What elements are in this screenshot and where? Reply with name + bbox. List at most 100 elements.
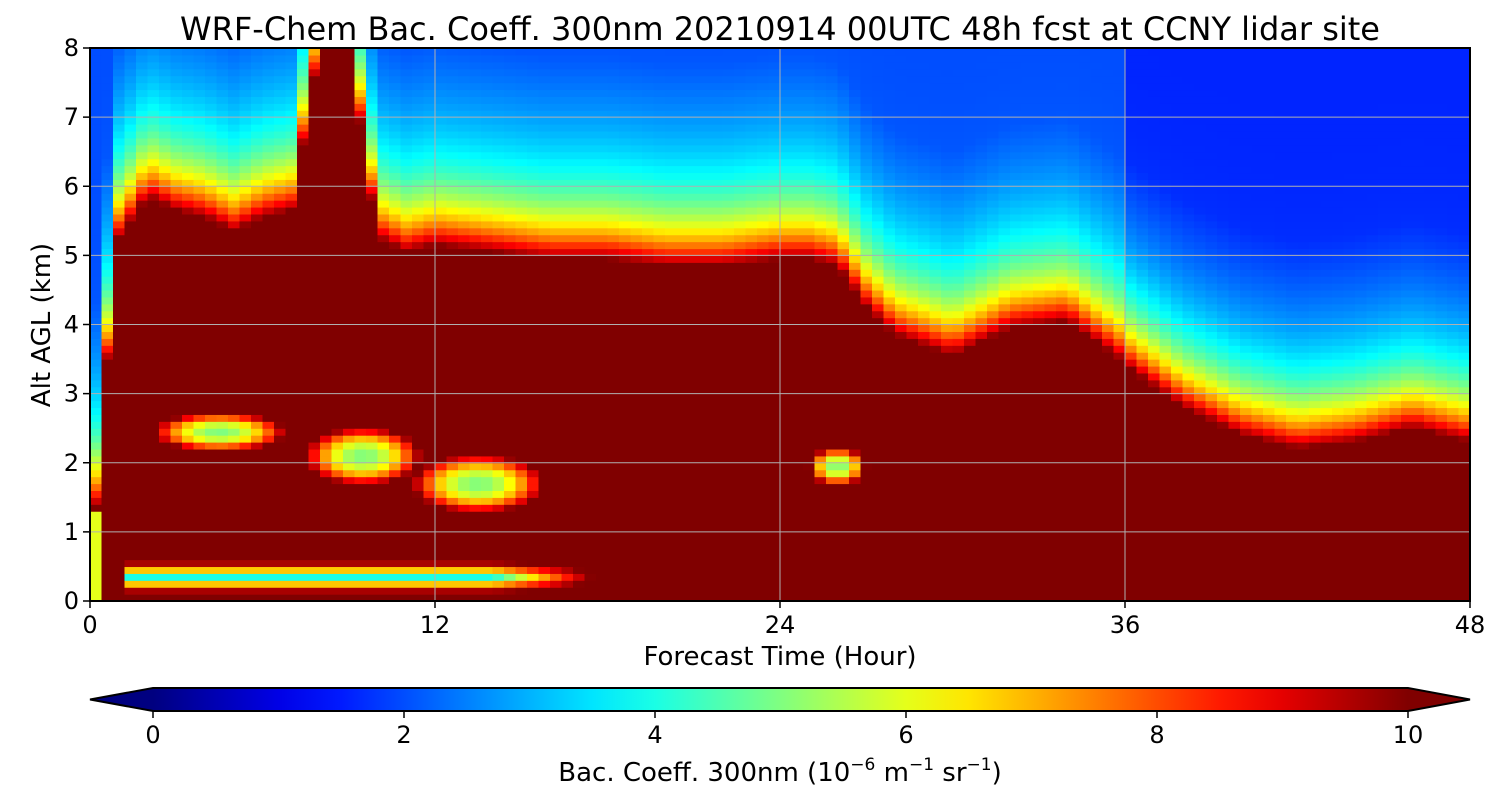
heatmap-cell: [688, 352, 700, 360]
heatmap-cell: [228, 193, 240, 201]
heatmap-cell: [562, 228, 574, 236]
heatmap-cell: [631, 580, 643, 588]
heatmap-cell: [263, 96, 275, 104]
heatmap-cell: [113, 214, 125, 222]
heatmap-cell: [573, 435, 585, 443]
heatmap-cell: [389, 193, 401, 201]
heatmap-cell: [562, 490, 574, 498]
heatmap-cell: [378, 193, 390, 201]
heatmap-cell: [665, 283, 677, 291]
heatmap-cell: [171, 62, 183, 70]
heatmap-cell: [274, 580, 286, 588]
heatmap-cell: [424, 387, 436, 395]
heatmap-cell: [596, 255, 608, 263]
heatmap-cell: [573, 449, 585, 457]
heatmap-cell: [677, 311, 689, 319]
heatmap-cell: [182, 435, 194, 443]
heatmap-cell: [723, 242, 735, 250]
heatmap-cell: [412, 186, 424, 194]
heatmap-cell: [309, 242, 321, 250]
heatmap-cell: [723, 421, 735, 429]
heatmap-cell: [332, 525, 344, 533]
heatmap-cell: [470, 159, 482, 167]
heatmap-cell: [608, 228, 620, 236]
heatmap-cell: [102, 387, 114, 395]
heatmap-cell: [412, 380, 424, 388]
heatmap-cell: [746, 228, 758, 236]
heatmap-cell: [343, 55, 355, 63]
heatmap-cell: [654, 331, 666, 339]
heatmap-cell: [539, 546, 551, 554]
heatmap-cell: [746, 248, 758, 256]
heatmap-cell: [297, 504, 309, 512]
heatmap-cell: [596, 283, 608, 291]
heatmap-cell: [573, 69, 585, 77]
heatmap-cell: [654, 373, 666, 381]
heatmap-cell: [343, 166, 355, 174]
heatmap-cell: [182, 504, 194, 512]
heatmap-cell: [389, 283, 401, 291]
heatmap-cell: [458, 214, 470, 222]
heatmap-cell: [493, 103, 505, 111]
heatmap-cell: [723, 200, 735, 208]
heatmap-cell: [125, 124, 137, 132]
heatmap-cell: [251, 276, 263, 284]
heatmap-cell: [631, 159, 643, 167]
heatmap-cell: [688, 490, 700, 498]
heatmap-cell: [792, 62, 804, 70]
heatmap-cell: [688, 255, 700, 263]
heatmap-cell: [343, 435, 355, 443]
heatmap-cell: [585, 89, 597, 97]
heatmap-cell: [573, 463, 585, 471]
heatmap-cell: [435, 525, 447, 533]
heatmap-cell: [217, 235, 229, 243]
heatmap-cell: [148, 276, 160, 284]
heatmap-cell: [631, 145, 643, 153]
heatmap-cell: [539, 456, 551, 464]
heatmap-cell: [332, 587, 344, 595]
heatmap-cell: [458, 456, 470, 464]
heatmap-cell: [688, 83, 700, 91]
heatmap-cell: [90, 338, 102, 346]
heatmap-cell: [148, 435, 160, 443]
heatmap-cell: [251, 179, 263, 187]
heatmap-cell: [366, 83, 378, 91]
heatmap-cell: [136, 48, 148, 56]
heatmap-cell: [746, 470, 758, 478]
heatmap-cell: [320, 553, 332, 561]
heatmap-cell: [792, 69, 804, 77]
heatmap-cell: [171, 435, 183, 443]
heatmap-cell: [113, 117, 125, 125]
heatmap-cell: [378, 62, 390, 70]
heatmap-cell: [481, 248, 493, 256]
heatmap-cell: [355, 401, 367, 409]
heatmap-cell: [263, 580, 275, 588]
heatmap-cell: [412, 269, 424, 277]
heatmap-cell: [412, 518, 424, 526]
heatmap-cell: [182, 470, 194, 478]
heatmap-cell: [217, 483, 229, 491]
heatmap-cell: [205, 449, 217, 457]
heatmap-cell: [309, 297, 321, 305]
heatmap-cell: [251, 587, 263, 595]
heatmap-cell: [389, 511, 401, 519]
heatmap-cell: [366, 311, 378, 319]
heatmap-cell: [343, 48, 355, 56]
heatmap-cell: [642, 269, 654, 277]
heatmap-cell: [171, 69, 183, 77]
heatmap-cell: [332, 428, 344, 436]
heatmap-cell: [171, 394, 183, 402]
heatmap-cell: [240, 325, 252, 333]
heatmap-cell: [412, 470, 424, 478]
heatmap-cell: [217, 449, 229, 457]
heatmap-cell: [792, 428, 804, 436]
heatmap-cell: [148, 193, 160, 201]
heatmap-cell: [182, 179, 194, 187]
heatmap-cell: [608, 366, 620, 374]
heatmap-cell: [332, 166, 344, 174]
heatmap-cell: [746, 338, 758, 346]
heatmap-cell: [274, 276, 286, 284]
heatmap-cell: [309, 560, 321, 568]
heatmap-cell: [274, 394, 286, 402]
heatmap-cell: [332, 421, 344, 429]
